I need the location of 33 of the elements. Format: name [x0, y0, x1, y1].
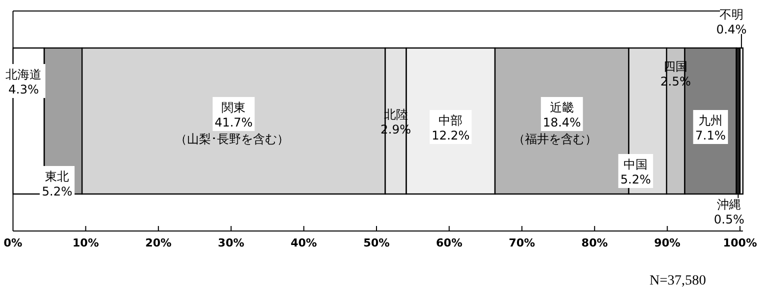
- x-tick-label: 30%: [218, 236, 244, 250]
- bar: [739, 47, 744, 195]
- x-tick-label: 60%: [436, 236, 462, 250]
- series-label: 中部: [438, 114, 463, 128]
- x-tick-label: 10%: [72, 236, 99, 250]
- data-label: 12.2%: [432, 128, 470, 142]
- x-tick-label: 80%: [581, 236, 608, 250]
- x-tick-label: 100%: [723, 236, 757, 250]
- data-label: 0.5%: [714, 212, 744, 226]
- text: 不明: [719, 8, 744, 22]
- text: N=37,580: [649, 274, 706, 288]
- series-label: 北海道: [6, 68, 42, 82]
- series-label: 沖縄: [717, 198, 742, 212]
- series-label: 九州: [698, 114, 723, 128]
- x-tick-label: 0%: [4, 236, 22, 250]
- x-tick-label: 90%: [654, 236, 680, 250]
- series-label: 関東: [222, 100, 246, 114]
- data-label: 18.4%: [542, 116, 581, 130]
- data-label: 4.3%: [8, 82, 39, 96]
- data-label: 5.2%: [620, 172, 651, 186]
- x-tick-label: 70%: [508, 236, 536, 250]
- annotation: （山梨･長野を含む）: [175, 132, 289, 146]
- data-label: 5.2%: [42, 184, 72, 198]
- data-label: 0.4%: [716, 22, 747, 36]
- series-label: 東北: [45, 170, 70, 184]
- annotation: （福井を含む）: [513, 132, 597, 146]
- series-label: 近畿: [550, 100, 574, 114]
- x-tick-label: 40%: [290, 236, 317, 250]
- x-tick-label: 50%: [363, 236, 390, 250]
- series-label: 中国: [624, 158, 648, 172]
- x-tick-label: 20%: [145, 236, 172, 250]
- data-label: 41.7%: [214, 116, 253, 130]
- data-label: 7.1%: [695, 128, 726, 142]
